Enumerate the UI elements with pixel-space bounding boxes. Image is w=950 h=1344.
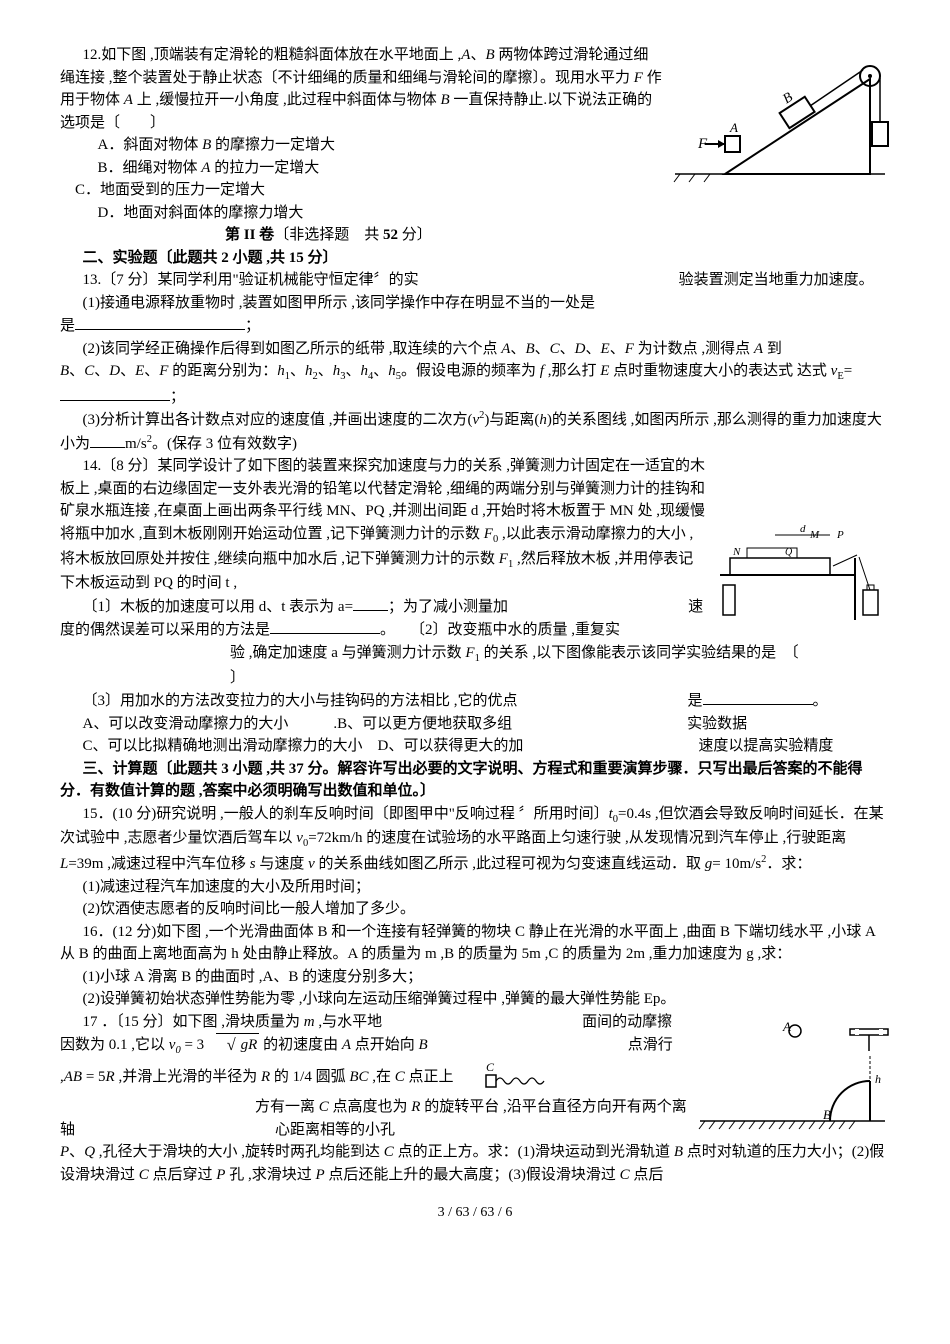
- table-spring-icon: M N d P Q: [715, 510, 890, 625]
- q16-stem: 16．(12 分)如下图 ,一个光滑曲面体 B 和一个连接有轻弹簧的物块 C 静…: [60, 921, 890, 966]
- q12-optD: D．地面对斜面体的摩擦力增大: [60, 202, 890, 225]
- q14-p3: 〔3〕用加水的方法改变拉力的大小与挂钩码的方法相比 ,它的优点是。: [60, 689, 890, 713]
- q12-figure: B F A: [670, 44, 890, 189]
- q17-stem2: P、Q ,孔径大于滑块的大小 ,旋转时两孔均能到达 C 点的正上方。求：(1)滑…: [60, 1141, 890, 1186]
- page-footer: 3 / 63 / 63 / 6: [60, 1202, 890, 1223]
- q16-p2: (2)设弹簧初始状态弹性势能为零 ,小球向左运动压缩弹簧过程中 ,弹簧的最大弹性…: [60, 988, 890, 1011]
- svg-text:P: P: [836, 529, 844, 541]
- track-platform-icon: A B h: [695, 1011, 890, 1136]
- svg-text:A: A: [729, 120, 738, 135]
- svg-text:A: A: [782, 1019, 791, 1034]
- q15-p1: (1)减速过程汽车加速度的大小及所用时间；: [60, 876, 890, 899]
- q15-p2: (2)饮酒使志愿者的反响时间比一般人增加了多少。: [60, 898, 890, 921]
- q13-stem: 13.〔7 分〕某同学利用"验证机械能守恒定律〞的实验装置测定当地重力加速度。: [60, 269, 890, 292]
- svg-text:N: N: [732, 546, 741, 558]
- experiment-title: 二、实验题〔此题共 2 小题 ,共 15 分〕: [60, 247, 890, 270]
- q14-optAB: A、可以改变滑动摩擦力的大小 .B、可以更方便地获取多组实验数据: [60, 713, 890, 736]
- q13-p3: (3)分析计算出各计数点对应的速度值 ,并画出速度的二次方(v2)与距离(h)的…: [60, 408, 890, 455]
- q17-figure-right: A B h: [695, 1011, 890, 1136]
- svg-text:C: C: [486, 1060, 495, 1074]
- q14-figure: M N d P Q: [715, 510, 890, 625]
- inclined-plane-icon: B F A: [670, 44, 890, 189]
- q13-p1: (1)接通电源释放重物时 ,装置如图甲所示 ,该同学操作中存在明显不当的一处是是…: [60, 292, 890, 338]
- q15-stem: 15．(10 分)研究说明 ,一般人的刹车反响时间〔即图甲中"反响过程 〞所用时…: [60, 803, 890, 876]
- volume2-header: 第 II 卷〔非选择题 共 52 分〕: [60, 224, 890, 247]
- svg-text:h: h: [875, 1072, 881, 1086]
- svg-text:Q: Q: [785, 547, 793, 558]
- q13-p2b: B、C、D、E、F 的距离分别为：h1、h2、h3、h4、h5。假设电源的频率为…: [60, 360, 890, 408]
- svg-text:d: d: [800, 523, 806, 535]
- svg-text:F: F: [697, 136, 708, 152]
- q16-p1: (1)小球 A 滑离 B 的曲面时 ,A、B 的速度分别多大；: [60, 966, 890, 989]
- svg-text:B: B: [823, 1107, 831, 1122]
- q13-p2: (2)该同学经正确操作后得到如图乙所示的纸带 ,取连续的六个点 A、B、C、D、…: [60, 338, 890, 361]
- q14-optCD: C、可以比拟精确地测出滑动摩擦力的大小 D、可以获得更大的加速度以提高实验精度: [60, 735, 890, 758]
- q17-figure-left: C: [461, 1059, 564, 1097]
- calc-title: 三、计算题〔此题共 3 小题 ,共 37 分。解容许写出必要的文字说明、方程式和…: [60, 758, 890, 803]
- spring-icon: C: [484, 1059, 564, 1089]
